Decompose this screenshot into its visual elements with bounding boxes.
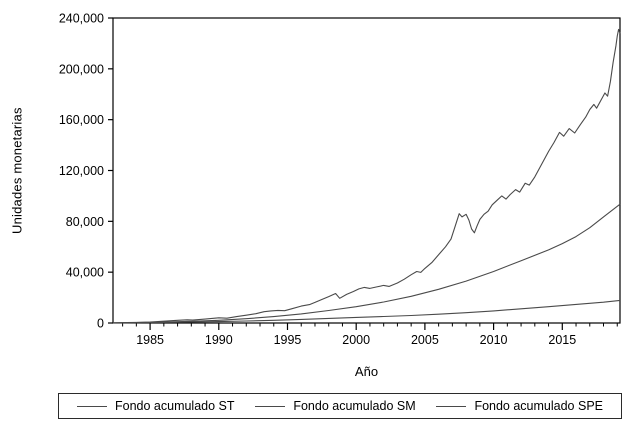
y-axis-title: Unidades monetarias	[9, 107, 25, 234]
legend: Fondo acumulado ST Fondo acumulado SM Fond…	[58, 393, 622, 419]
plot-border	[112, 17, 621, 324]
x-axis-tick-label: 1995	[274, 333, 302, 347]
series-line-1	[112, 28, 621, 324]
legend-line-sample	[255, 405, 286, 407]
legend-item-label: Fondo acumulado SPE	[474, 399, 603, 413]
legend-item: Fondo acumulado SM	[255, 399, 416, 413]
x-axis-tick-label: 2010	[480, 333, 508, 347]
y-axis-tick-label: 0	[97, 317, 104, 331]
x-axis-title: Año	[354, 364, 379, 379]
x-axis-tick-label: 1990	[205, 333, 233, 347]
legend-item-label: Fondo acumulado ST	[115, 399, 235, 413]
x-axis-tick-label: 1985	[136, 333, 164, 347]
y-axis-tick-label: 40,000	[66, 266, 104, 280]
legend-line-sample	[436, 405, 467, 407]
series-line-2	[112, 203, 621, 324]
x-axis-tick-label: 2005	[411, 333, 439, 347]
y-axis-tick-label: 200,000	[59, 62, 104, 76]
x-axis-tick-label: 2015	[548, 333, 576, 347]
legend-item: Fondo acumulado SPE	[436, 399, 603, 413]
y-axis-tick-label: 240,000	[59, 12, 104, 26]
plot-area: 0 40,000 80,000 120,000 160,000 200,000 240,00…	[59, 12, 621, 347]
legend-line-sample	[77, 405, 107, 407]
legend-item: Fondo acumulado ST	[77, 399, 235, 413]
y-axis-tick-label: 120,000	[59, 164, 104, 178]
legend-item-label: Fondo acumulado SM	[293, 399, 416, 413]
series-line-3	[112, 299, 621, 324]
x-axis-tick-label: 2000	[342, 333, 370, 347]
y-axis-tick-label: 80,000	[66, 215, 104, 229]
y-axis-tick-label: 160,000	[59, 113, 104, 127]
